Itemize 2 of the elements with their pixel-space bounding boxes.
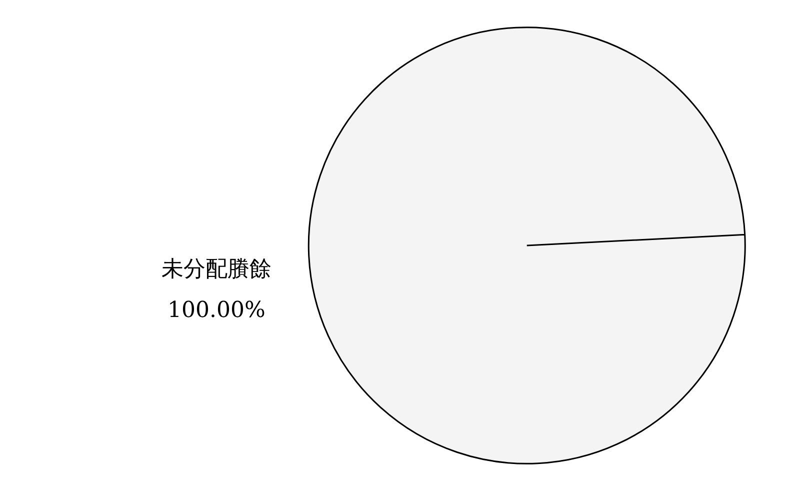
data-label: 100.00% — [168, 298, 266, 323]
slice-label: 未分配賸餘 — [161, 257, 272, 282]
